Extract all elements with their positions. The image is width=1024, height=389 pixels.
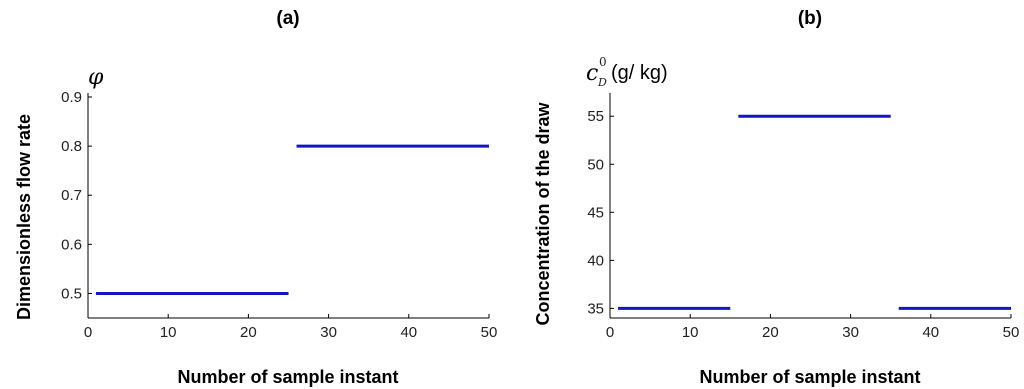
panel-a-y-tick-label: 0.5	[61, 285, 82, 302]
panel-a-plot-area: 0 10 20 30 40 50 0.5 0.6 0.7 0.8 0.9	[61, 89, 497, 341]
panel-b-y-tick-label: 45	[587, 204, 604, 221]
panel-b-y-axis-label: Concentration of the draw	[533, 102, 553, 326]
panel-a-y-axis-label: Dimensionless flow rate	[14, 114, 34, 320]
panel-a-x-tick-label: 50	[481, 324, 498, 341]
panel-b-y-symbol-base: c	[586, 61, 598, 86]
panel-a-x-tick-label: 30	[320, 324, 337, 341]
panel-a-x-tick-label: 40	[400, 324, 417, 341]
panel-b-x-tick-label: 40	[922, 324, 939, 341]
panel-a-x-tick-label: 20	[240, 324, 257, 341]
panel-b-x-tick-label: 10	[682, 324, 699, 341]
panel-a-x-tick-label: 10	[160, 324, 177, 341]
panel-b-y-unit: (g/ kg)	[611, 62, 668, 84]
panel-b-y-tick-label: 50	[587, 156, 604, 173]
panel-b-x-tick-label: 20	[762, 324, 779, 341]
panel-a-y-tick-label: 0.7	[61, 187, 82, 204]
panel-b-y-symbol: c 0 D (g/ kg)	[586, 55, 668, 89]
panel-b-x-tick-label: 0	[606, 324, 614, 341]
panel-b-y-symbol-sub: D	[597, 76, 607, 89]
panel-b: (b) c 0 D (g/ kg) Concentration of the d…	[533, 8, 1019, 387]
panel-b-plot-area: 0 10 20 30 40 50 35 40 45 50 55	[587, 93, 1019, 341]
panel-a-y-tick-label: 0.8	[61, 138, 82, 155]
panel-b-title: (b)	[798, 8, 822, 29]
panel-b-y-symbol-sup: 0	[599, 55, 607, 69]
panel-b-x-tick-label: 50	[1003, 324, 1020, 341]
panel-b-y-tick-label: 55	[587, 108, 604, 125]
panel-a: (a) φ Dimensionless flow rate Number of …	[14, 8, 497, 387]
panel-b-y-tick-label: 35	[587, 300, 604, 317]
panel-b-x-axis-label: Number of sample instant	[699, 367, 920, 387]
panel-a-x-tick-label: 0	[84, 324, 92, 341]
panel-a-title: (a)	[276, 8, 299, 29]
panel-a-y-tick-label: 0.6	[61, 236, 82, 253]
panel-a-y-tick-label: 0.9	[61, 89, 82, 106]
panel-b-y-tick-label: 40	[587, 252, 604, 269]
panel-b-x-tick-label: 30	[842, 324, 859, 341]
panel-a-x-axis-label: Number of sample instant	[177, 367, 398, 387]
panel-a-y-symbol: φ	[88, 65, 104, 90]
